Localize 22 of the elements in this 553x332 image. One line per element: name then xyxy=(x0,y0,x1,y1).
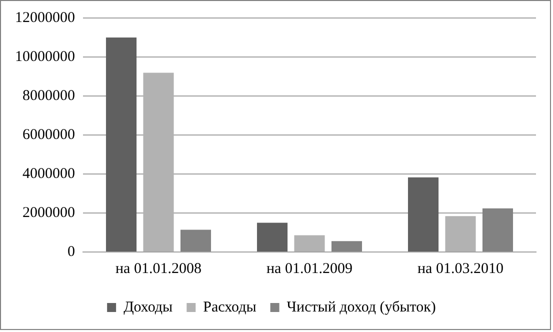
y-tick-label: 12000000 xyxy=(15,10,75,26)
y-tick-label: 2000000 xyxy=(22,204,75,221)
bar xyxy=(482,208,514,252)
bar xyxy=(143,72,174,252)
y-tick-label: 4000000 xyxy=(22,166,75,182)
bar xyxy=(106,38,137,252)
bar xyxy=(294,235,325,252)
bar xyxy=(331,241,362,252)
x-tick-label: на 01.01.2009 xyxy=(266,260,352,277)
legend-label: Расходы xyxy=(203,299,256,316)
y-tick-label: 8000000 xyxy=(22,88,75,104)
bar xyxy=(180,230,212,252)
legend-label: Чистый доход (убыток) xyxy=(286,299,436,316)
y-tick-label: 0 xyxy=(68,244,75,260)
bar xyxy=(256,222,288,252)
legend-label: Доходы xyxy=(124,299,173,316)
y-tick-label: 10000000 xyxy=(15,48,75,65)
y-tick-label: 6000000 xyxy=(22,126,75,143)
bar xyxy=(445,216,476,252)
x-tick-label: на 01.03.2010 xyxy=(418,260,504,277)
x-tick-label: на 01.01.2008 xyxy=(116,260,202,277)
bar xyxy=(408,177,439,252)
